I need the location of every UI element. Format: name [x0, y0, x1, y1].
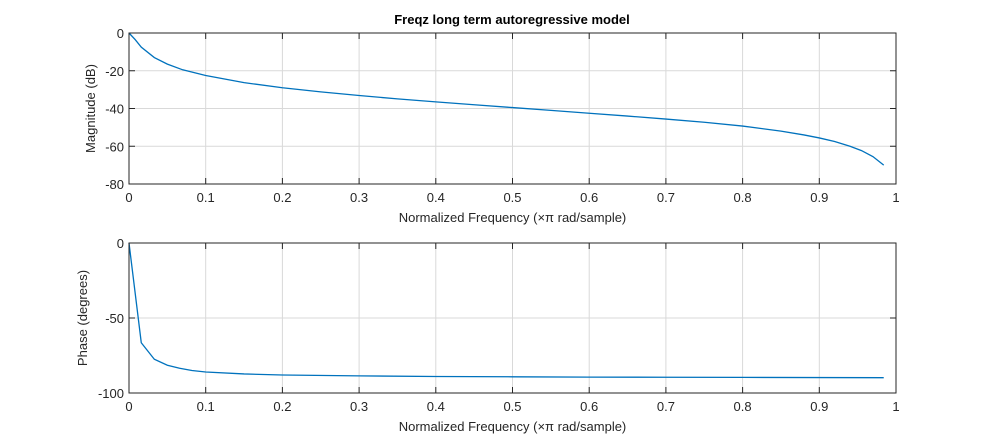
- y-tick-label: 0: [117, 26, 124, 41]
- x-tick-label: 0.7: [657, 190, 675, 205]
- x-tick-label: 0.1: [197, 399, 215, 414]
- x-tick-label: 0: [125, 190, 132, 205]
- x-tick-label: 0.8: [734, 190, 752, 205]
- y-tick-label: -100: [98, 386, 124, 401]
- x-tick-label: 0.1: [197, 190, 215, 205]
- magnitude-axes: 0 0.1 0.2 0.3 0.4 0.5 0.6 0.7 0.8 0.9 1 0 -20 -40 -60 -…: [83, 26, 900, 225]
- x-tick-label: 0.2: [273, 190, 291, 205]
- x-tick-label: 0.8: [734, 399, 752, 414]
- x-axis-label: Normalized Frequency (×π rad/sample): [399, 210, 627, 225]
- x-tick-label: 0.3: [350, 399, 368, 414]
- y-tick-label: -20: [105, 64, 124, 79]
- x-tick-label: 0.5: [503, 399, 521, 414]
- y-axis-label: Magnitude (dB): [83, 64, 98, 153]
- y-tick-label: -40: [105, 102, 124, 117]
- x-tick-label: 0.9: [810, 399, 828, 414]
- x-tick-label: 0.4: [427, 190, 445, 205]
- x-tick-label: 0.7: [657, 399, 675, 414]
- y-axis-label: Phase (degrees): [75, 270, 90, 366]
- x-tick-label: 0.4: [427, 399, 445, 414]
- series-line: [128, 32, 885, 166]
- phase-axes: 0 0.1 0.2 0.3 0.4 0.5 0.6 0.7 0.8 0.9 1 0 -50 -100 Nor…: [75, 236, 900, 434]
- axes-box: [128, 242, 897, 394]
- y-tick-label: -60: [105, 139, 124, 154]
- y-tick-label: -50: [105, 311, 124, 326]
- x-tick-label: 0.6: [580, 399, 598, 414]
- x-tick-label: 1: [892, 399, 899, 414]
- x-tick-label: 0.5: [503, 190, 521, 205]
- x-tick-label: 0.6: [580, 190, 598, 205]
- y-tick-label: 0: [117, 236, 124, 251]
- figure-title: Freqz long term autoregressive model: [394, 12, 630, 27]
- x-tick-label: 1: [892, 190, 899, 205]
- axes-box: [128, 32, 897, 185]
- x-tick-label: 0.3: [350, 190, 368, 205]
- series-line: [128, 242, 884, 379]
- x-axis-label: Normalized Frequency (×π rad/sample): [399, 419, 627, 434]
- x-tick-label: 0: [125, 399, 132, 414]
- x-tick-label: 0.9: [810, 190, 828, 205]
- x-tick-label: 0.2: [273, 399, 291, 414]
- y-tick-label: -80: [105, 177, 124, 192]
